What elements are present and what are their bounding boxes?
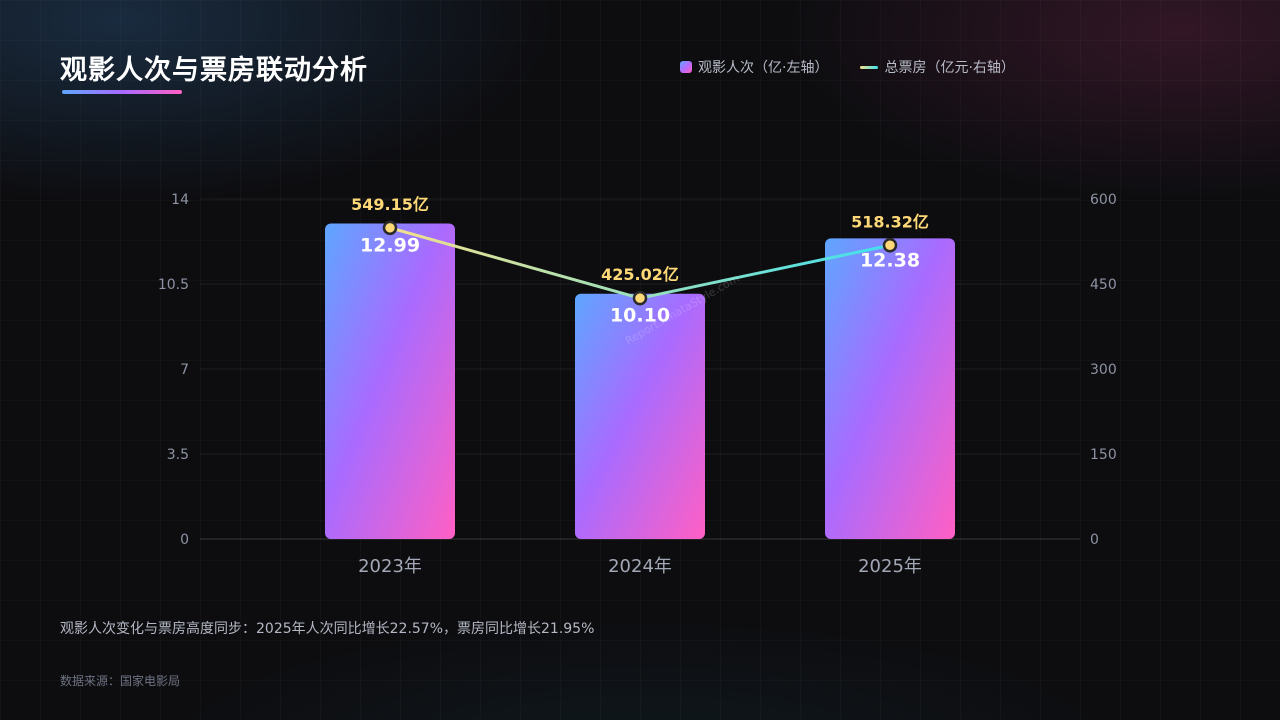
line-point[interactable]	[882, 238, 898, 253]
page-title: 观影人次与票房联动分析	[60, 55, 368, 86]
bar-value-label: 12.99	[360, 235, 420, 257]
data-source: 数据来源：国家电影局	[60, 674, 181, 688]
bar-attendance[interactable]	[325, 223, 455, 539]
chart-note: 观影人次变化与票房高度同步：2025年人次同比增长22.57%，票房同比增长21…	[60, 621, 595, 637]
line-boxoffice	[389, 226, 891, 300]
y-right-tick-label: 450	[1090, 277, 1117, 293]
bar-value-label: 12.38	[860, 249, 920, 271]
y-left-tick-label: 14	[171, 192, 189, 208]
y-right-tick-label: 300	[1090, 362, 1117, 378]
legend-item-boxoffice[interactable]: 总票房（亿元·右轴）	[860, 57, 1015, 77]
x-tick-label: 2023年	[358, 556, 422, 577]
line-value-label: 425.02亿	[601, 265, 679, 284]
line-swatch-icon	[860, 65, 879, 69]
y-right-tick-label: 150	[1090, 447, 1117, 463]
bar-attendance[interactable]	[825, 238, 955, 540]
y-left-tick-label: 3.5	[167, 447, 189, 463]
chart-legend: 观影人次（亿·左轴） 总票房（亿元·右轴）	[680, 57, 1047, 77]
y-right-tick-label: 0	[1090, 532, 1099, 548]
legend-item-attendance[interactable]: 观影人次（亿·左轴）	[680, 57, 828, 77]
line-value-label: 549.15亿	[351, 195, 429, 214]
bar-value-label: 10.10	[610, 305, 670, 327]
y-left-tick-label: 0	[180, 532, 189, 548]
y-left-tick-label: 10.5	[158, 277, 189, 293]
line-point[interactable]	[382, 220, 398, 236]
legend-label-attendance: 观影人次（亿·左轴）	[698, 60, 829, 76]
bar-swatch-icon	[680, 61, 692, 73]
line-point[interactable]	[632, 290, 648, 306]
legend-label-boxoffice: 总票房（亿元·右轴）	[884, 60, 1015, 76]
line-value-label: 518.32亿	[851, 212, 929, 231]
x-tick-label: 2025年	[858, 556, 922, 577]
y-left-tick-label: 7	[180, 362, 189, 378]
x-tick-label: 2024年	[608, 556, 672, 577]
title-underline	[62, 90, 182, 94]
bar-attendance[interactable]	[575, 293, 705, 539]
y-right-tick-label: 600	[1090, 192, 1117, 208]
